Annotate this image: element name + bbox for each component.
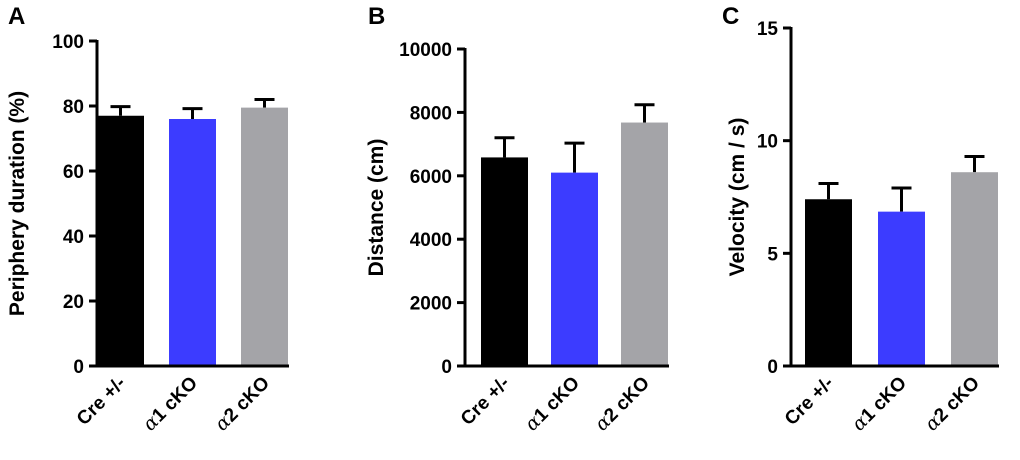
category-label: α1 cKO: [139, 372, 202, 435]
y-tick-label: 8000: [410, 103, 452, 124]
panel-letter-b: B: [368, 3, 385, 30]
bar-alpha2-cko: [621, 122, 668, 366]
bar-alpha1-cko: [551, 172, 598, 366]
y-tick-label: 60: [63, 162, 84, 183]
y-axis-title: Periphery duration (%): [6, 91, 29, 316]
category-label: α2 cKO: [591, 372, 654, 435]
y-tick-label: 2000: [410, 294, 452, 315]
y-tick-label: 100: [52, 32, 84, 53]
y-axis-title: Distance (cm): [365, 139, 388, 277]
panel-a: A Cre +/- α1 cKO α2 cKO 0 20 40 60 80 100 Peripher…: [6, 3, 289, 435]
panel-b: B Cre +/- α1 cKO α2 cKO 0 2000 4000 6000 8000 100…: [365, 3, 669, 435]
y-tick-label: 10000: [399, 40, 452, 61]
y-tick-label: 6000: [410, 167, 452, 188]
category-label: Cre +/-: [73, 373, 130, 430]
y-tick-label: 0: [441, 357, 452, 378]
category-label: α1 cKO: [848, 372, 911, 435]
y-tick-label: 15: [757, 19, 779, 40]
y-tick-label: 4000: [410, 230, 452, 251]
panel-c: C Cre +/- α1 cKO α2 cKO 0 5 10 15 Velocity (cm /…: [722, 3, 999, 435]
y-tick-label: 10: [757, 132, 778, 153]
category-label: α2 cKO: [921, 372, 984, 435]
category-label: α2 cKO: [211, 372, 274, 435]
bar-alpha1-cko: [878, 211, 925, 366]
y-tick-label: 80: [63, 97, 84, 118]
y-tick-label: 0: [73, 357, 84, 378]
bar-alpha2-cko: [241, 107, 288, 366]
panel-letter-a: A: [8, 3, 25, 30]
y-axis-title: Velocity (cm / s): [726, 118, 749, 277]
category-label: Cre +/-: [457, 373, 514, 430]
category-label: Cre +/-: [781, 373, 838, 430]
bar-cre: [97, 115, 144, 366]
category-label: α1 cKO: [521, 372, 584, 435]
y-tick-label: 5: [767, 244, 778, 265]
y-tick-label: 20: [63, 292, 84, 313]
bar-cre: [481, 157, 528, 366]
y-tick-label: 40: [63, 227, 84, 248]
panel-letter-c: C: [722, 3, 739, 30]
bar-alpha2-cko: [951, 172, 998, 366]
bar-cre: [805, 199, 852, 366]
bar-alpha1-cko: [169, 119, 216, 366]
y-tick-label: 0: [767, 357, 778, 378]
